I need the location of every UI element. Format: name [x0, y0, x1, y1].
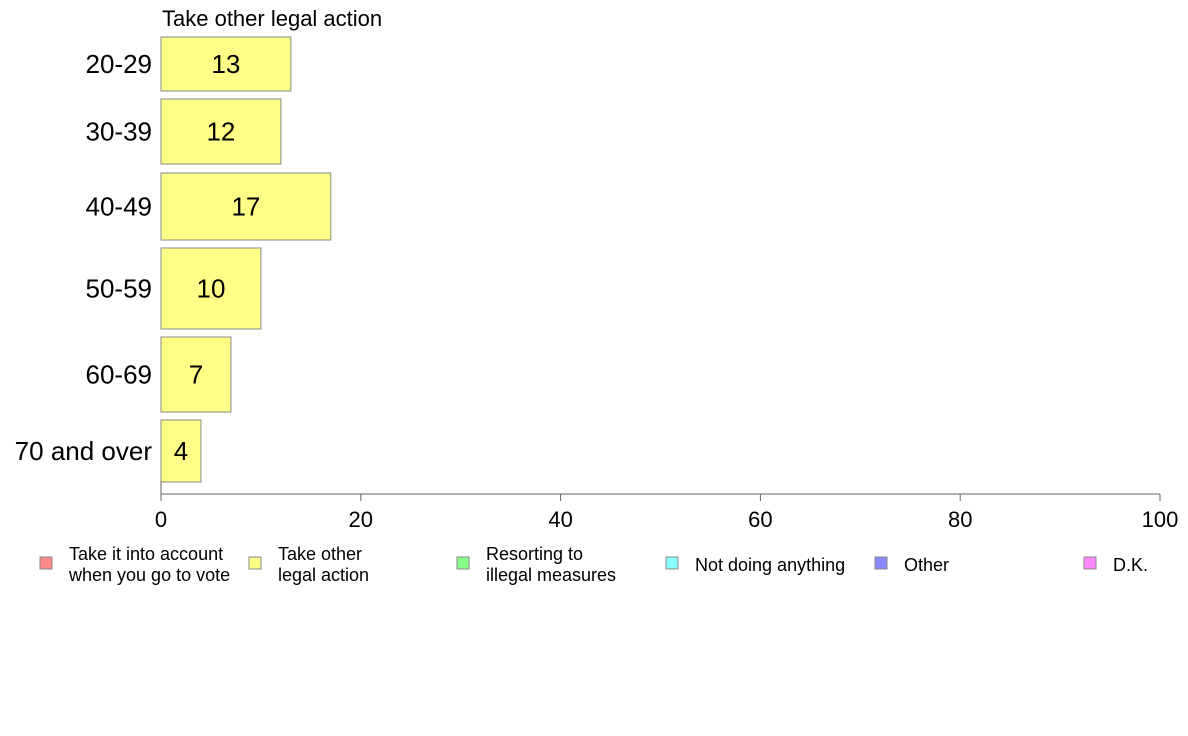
- bar-40-49: [160, 172, 332, 241]
- legend-swatch: [1083, 556, 1097, 570]
- value-label: 13: [211, 49, 240, 79]
- bar-70-and-over: [160, 419, 202, 483]
- category-label: 50-59: [86, 274, 153, 304]
- value-label: 7: [189, 360, 203, 390]
- legend-swatch: [39, 556, 53, 570]
- legend-label: D.K.: [1113, 555, 1148, 575]
- value-label: 10: [196, 274, 225, 304]
- legend-label: Other: [904, 555, 949, 575]
- value-label: 17: [231, 192, 260, 222]
- category-label: 30-39: [86, 117, 153, 147]
- x-tick-label: 20: [349, 507, 373, 532]
- legend-label: when you go to vote: [68, 565, 230, 585]
- category-label: 60-69: [86, 360, 153, 390]
- value-label: 12: [206, 117, 235, 147]
- x-tick-label: 80: [948, 507, 972, 532]
- legend-label: Not doing anything: [695, 555, 845, 575]
- x-tick-label: 40: [548, 507, 572, 532]
- bar-60-69: [160, 336, 232, 413]
- chart-title: Take other legal action: [162, 6, 382, 31]
- legend-label: Take other: [278, 544, 362, 564]
- value-label: 4: [174, 436, 188, 466]
- legend-label: Resorting to: [486, 544, 583, 564]
- x-tick-label: 0: [155, 507, 167, 532]
- category-label: 40-49: [86, 192, 153, 222]
- legend-swatch: [874, 556, 888, 570]
- bar-30-39: [160, 98, 282, 165]
- x-tick-label: 60: [748, 507, 772, 532]
- legend-swatch: [456, 556, 470, 570]
- x-tick-label: 100: [1142, 507, 1179, 532]
- x-axis: 0 20 40 60 80 100: [155, 482, 1178, 532]
- category-label: 70 and over: [15, 436, 153, 466]
- bar-20-29: [160, 36, 292, 92]
- category-label: 20-29: [86, 49, 153, 79]
- bars: 20-29 13 30-39 12 40-49 17 50-59 10 60-69 7 70 and…: [15, 36, 332, 483]
- legend-swatch: [665, 556, 679, 570]
- legend-swatch: [248, 556, 262, 570]
- legend-label: illegal measures: [486, 565, 616, 585]
- bar-50-59: [160, 247, 262, 330]
- legend-label: legal action: [278, 565, 369, 585]
- legend-label: Take it into account: [69, 544, 223, 564]
